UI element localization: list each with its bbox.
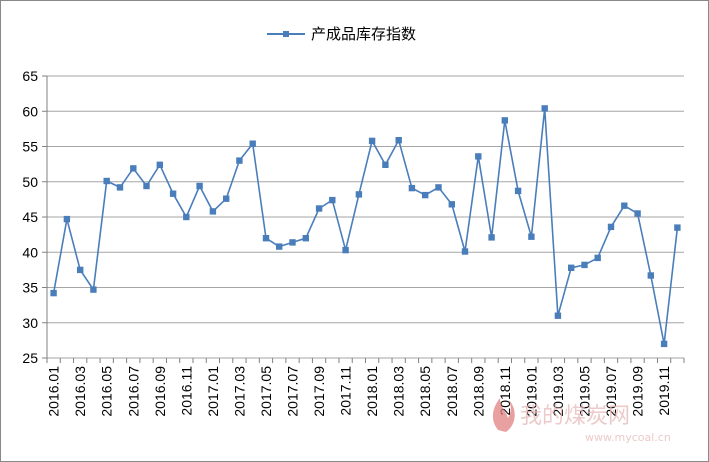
- x-tick-label: 2017.11: [338, 366, 354, 416]
- data-point: [183, 213, 190, 221]
- data-point: [315, 205, 323, 212]
- flame-icon: [492, 398, 515, 432]
- data-point: [143, 182, 150, 190]
- data-point: [249, 140, 256, 147]
- watermark: 我的煤炭网 www.mycoal.cn: [492, 398, 671, 444]
- data-point: [116, 184, 124, 191]
- x-tick-label: 2018.03: [391, 366, 407, 417]
- data-point: [621, 202, 628, 209]
- data-point: [674, 224, 681, 231]
- data-point: [660, 340, 668, 348]
- data-point: [77, 266, 84, 274]
- x-tick-label: 2019.11: [656, 366, 672, 416]
- data-point: [514, 187, 522, 195]
- data-point: [262, 235, 270, 242]
- data-point: [169, 190, 177, 197]
- data-point: [368, 137, 376, 145]
- data-point: [209, 208, 217, 215]
- y-tick-label: 50: [22, 174, 38, 190]
- x-tick-label: 2018.05: [417, 366, 433, 417]
- data-point: [422, 191, 429, 199]
- watermark-title: 我的煤炭网: [520, 404, 630, 429]
- x-tick-label: 2018.01: [364, 366, 380, 417]
- data-point: [528, 233, 535, 240]
- data-point: [130, 165, 137, 172]
- y-axis: 25 30 35 40 45 50 55 60 65: [22, 68, 48, 366]
- data-point: [355, 191, 363, 198]
- x-tick-label: 2018.11: [497, 366, 513, 416]
- x-tick-label: 2019.09: [630, 366, 646, 417]
- data-point: [488, 234, 495, 241]
- data-point: [647, 272, 654, 279]
- legend-label: 产成品库存指数: [311, 25, 416, 43]
- y-tick-label: 55: [22, 139, 38, 155]
- data-point: [475, 153, 482, 160]
- data-point: [408, 184, 416, 192]
- legend-marker: [283, 31, 289, 37]
- data-point: [50, 289, 57, 297]
- data-point: [223, 195, 230, 202]
- x-tick-label: 2019.03: [550, 366, 566, 417]
- x-tick-label: 2017.01: [205, 366, 221, 417]
- x-tick-label: 2016.09: [152, 366, 168, 417]
- data-point: [501, 117, 508, 124]
- data-point: [607, 223, 615, 231]
- series-line: [52, 108, 679, 345]
- data-point: [568, 264, 575, 271]
- data-point: [302, 235, 309, 242]
- data-point: [541, 105, 548, 112]
- data-point: [329, 196, 336, 204]
- x-tick-label: 2016.11: [178, 366, 194, 416]
- gridlines: [47, 75, 684, 359]
- data-point: [63, 215, 71, 223]
- x-tick-label: 2017.09: [311, 366, 327, 417]
- x-axis: 2016.01 2016.03 2016.05 2016.07 2016.09 2016.…: [46, 358, 685, 417]
- x-tick-label: 2016.07: [125, 366, 141, 417]
- data-point: [103, 177, 110, 185]
- x-tick-label: 2018.09: [470, 366, 486, 417]
- x-tick-label: 2019.05: [576, 366, 592, 417]
- x-tick-label: 2016.01: [46, 366, 62, 417]
- y-tick-label: 60: [22, 103, 38, 119]
- data-point: [196, 182, 203, 190]
- data-point: [342, 246, 349, 254]
- data-point: [90, 286, 97, 293]
- x-tick-label: 2017.03: [231, 366, 247, 417]
- data-point: [581, 261, 588, 269]
- x-tick-label: 2016.05: [99, 366, 115, 417]
- data-point: [382, 161, 389, 168]
- data-point: [594, 254, 601, 262]
- y-tick-label: 45: [22, 209, 38, 225]
- x-tick-label: 2019.07: [603, 366, 619, 417]
- x-tick-label: 2017.07: [285, 366, 301, 417]
- data-point: [448, 201, 455, 208]
- x-tick-label: 2019.01: [523, 366, 539, 417]
- data-point: [554, 312, 562, 319]
- x-tick-label: 2017.05: [258, 366, 274, 417]
- y-tick-label: 25: [22, 350, 38, 366]
- y-tick-label: 35: [22, 280, 38, 296]
- data-point: [156, 161, 163, 168]
- legend: 产成品库存指数: [267, 25, 416, 43]
- x-tick-label: 2016.03: [72, 366, 88, 417]
- y-tick-label: 65: [22, 68, 38, 84]
- x-tick-label: 2018.07: [444, 366, 460, 417]
- y-tick-label: 40: [22, 244, 38, 260]
- data-point: [276, 243, 283, 250]
- data-point: [461, 248, 469, 255]
- watermark-url: www.mycoal.cn: [585, 431, 671, 444]
- data-point: [634, 210, 641, 217]
- data-point: [395, 137, 402, 144]
- data-point: [289, 239, 296, 246]
- y-tick-label: 30: [22, 315, 38, 331]
- data-point: [236, 157, 243, 164]
- data-point: [435, 184, 442, 191]
- series-layer: [50, 105, 681, 348]
